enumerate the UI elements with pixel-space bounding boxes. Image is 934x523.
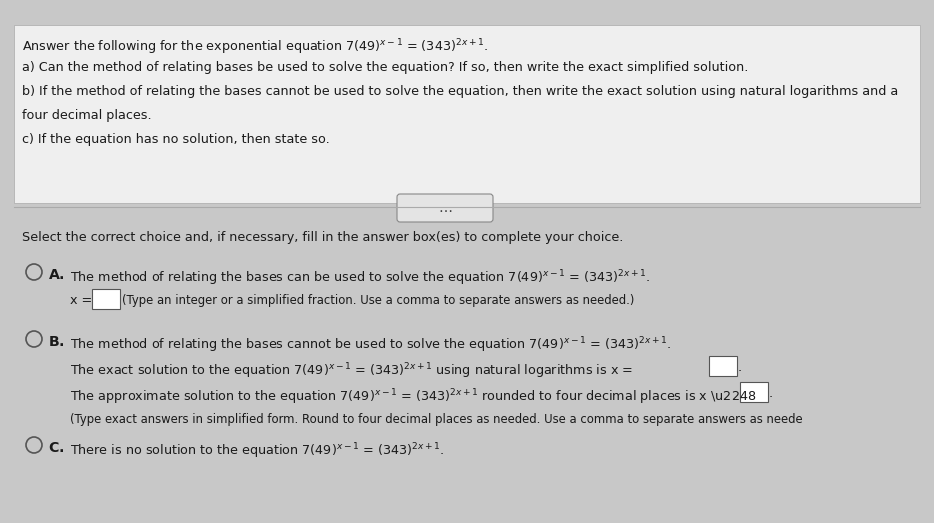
Text: The exact solution to the equation 7(49)$^{x-1}$ = (343)$^{2x+1}$ using natural : The exact solution to the equation 7(49)…: [70, 361, 634, 381]
FancyBboxPatch shape: [92, 289, 120, 309]
Text: c) If the equation has no solution, then state so.: c) If the equation has no solution, then…: [22, 133, 330, 146]
Text: There is no solution to the equation 7(49)$^{x-1}$ = (343)$^{2x+1}$.: There is no solution to the equation 7(4…: [70, 441, 445, 461]
Text: The approximate solution to the equation 7(49)$^{x-1}$ = (343)$^{2x+1}$ rounded : The approximate solution to the equation…: [70, 387, 757, 406]
Text: four decimal places.: four decimal places.: [22, 109, 151, 122]
FancyBboxPatch shape: [397, 194, 493, 222]
Text: b) If the method of relating the bases cannot be used to solve the equation, the: b) If the method of relating the bases c…: [22, 85, 899, 98]
Text: (Type an integer or a simplified fraction. Use a comma to separate answers as ne: (Type an integer or a simplified fractio…: [122, 294, 634, 307]
FancyBboxPatch shape: [14, 25, 920, 203]
Text: The method of relating the bases can be used to solve the equation 7(49)$^{x-1}$: The method of relating the bases can be …: [70, 268, 650, 288]
Text: The method of relating the bases cannot be used to solve the equation 7(49)$^{x-: The method of relating the bases cannot …: [70, 335, 672, 355]
FancyBboxPatch shape: [709, 356, 737, 376]
FancyBboxPatch shape: [740, 382, 768, 402]
Text: a) Can the method of relating bases be used to solve the equation? If so, then w: a) Can the method of relating bases be u…: [22, 61, 748, 74]
Text: x =: x =: [70, 294, 96, 307]
Text: $\mathbf{C.}$: $\mathbf{C.}$: [48, 441, 64, 455]
Text: .: .: [738, 361, 743, 374]
Text: $\mathbf{A.}$: $\mathbf{A.}$: [48, 268, 65, 282]
Text: Select the correct choice and, if necessary, fill in the answer box(es) to compl: Select the correct choice and, if necess…: [22, 231, 623, 244]
Text: Answer the following for the exponential equation 7(49)$^{x-1}$ = (343)$^{2x+1}$: Answer the following for the exponential…: [22, 37, 488, 56]
Text: $\mathbf{B.}$: $\mathbf{B.}$: [48, 335, 64, 349]
Text: (Type exact answers in simplified form. Round to four decimal places as needed. : (Type exact answers in simplified form. …: [70, 413, 802, 426]
Text: .: .: [769, 387, 773, 400]
Text: …: …: [438, 201, 452, 215]
